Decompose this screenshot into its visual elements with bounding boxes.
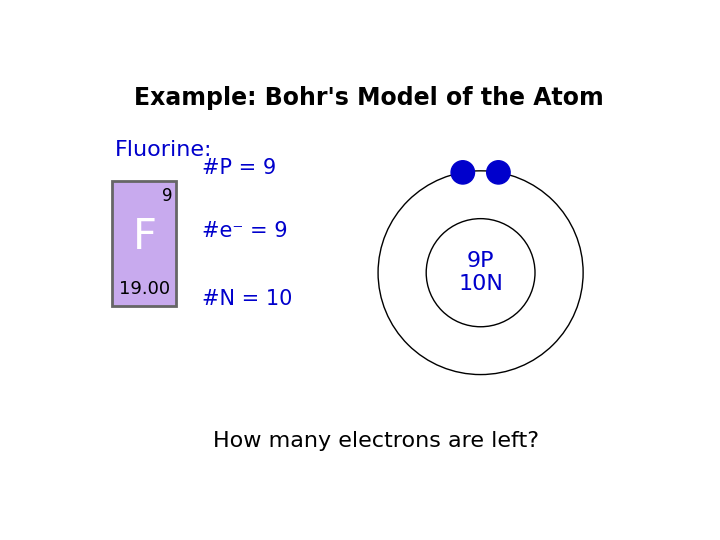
Text: #e⁻ = 9: #e⁻ = 9 — [202, 221, 287, 241]
Text: How many electrons are left?: How many electrons are left? — [213, 431, 539, 451]
Text: Fluorine:: Fluorine: — [115, 140, 212, 160]
Text: Example: Bohr's Model of the Atom: Example: Bohr's Model of the Atom — [134, 85, 604, 110]
Text: 9P
10N: 9P 10N — [458, 251, 503, 294]
FancyBboxPatch shape — [112, 181, 176, 306]
Text: #N = 10: #N = 10 — [202, 289, 292, 309]
Text: #P = 9: #P = 9 — [202, 158, 276, 178]
Text: 9: 9 — [161, 187, 172, 205]
Text: F: F — [132, 217, 156, 258]
Ellipse shape — [487, 161, 510, 184]
Text: 19.00: 19.00 — [119, 280, 170, 299]
Ellipse shape — [451, 161, 474, 184]
